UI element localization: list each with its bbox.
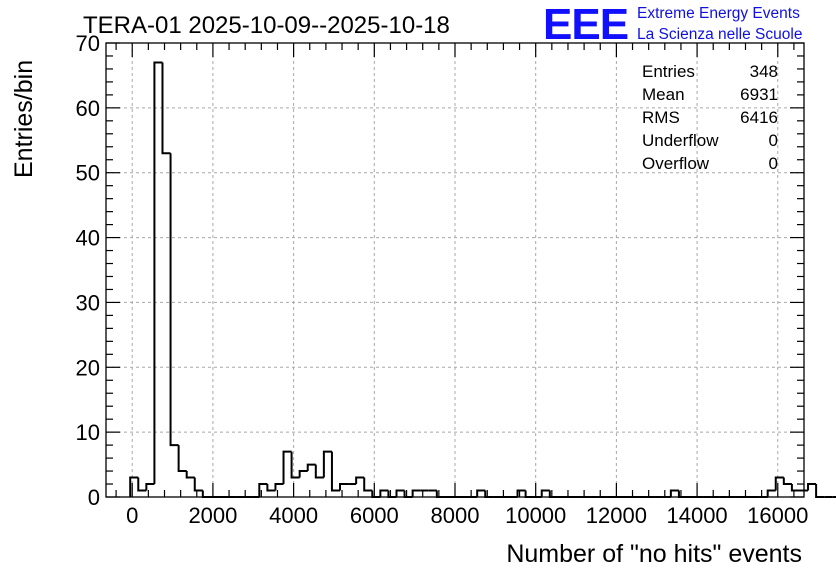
stats-label: Entries — [642, 62, 695, 81]
stats-value: 6931 — [740, 85, 778, 104]
stats-value: 348 — [750, 62, 778, 81]
histogram-bin — [274, 483, 284, 491]
grid-lines — [106, 43, 804, 497]
x-tick-label: 10000 — [505, 503, 566, 528]
stats-label: Overflow — [642, 154, 710, 173]
eee-logo-line1: Extreme Energy Events — [637, 5, 800, 22]
x-tick-label: 6000 — [350, 503, 399, 528]
x-tick-label: 0 — [126, 503, 138, 528]
x-tick-label: 8000 — [431, 503, 480, 528]
histogram-bin — [484, 490, 494, 498]
y-tick-label: 60 — [76, 96, 100, 121]
x-tick-label: 12000 — [586, 503, 647, 528]
histogram-bin — [177, 445, 187, 473]
y-tick-label: 70 — [76, 31, 100, 56]
eee-logo: EEE Extreme Energy Events La Scienza nel… — [543, 0, 802, 49]
histogram-bin — [322, 450, 332, 478]
y-tick-label: 30 — [76, 290, 100, 315]
tick-labels: 0 2000 4000 6000 8000 10000 12000 14000 16000010… — [76, 31, 809, 528]
histogram-bin — [815, 484, 825, 498]
x-tick-label: 16000 — [747, 503, 808, 528]
histogram-bin — [161, 62, 171, 155]
histogram-bin — [363, 477, 373, 492]
histogram-bin — [524, 490, 534, 498]
histogram-bin — [548, 490, 558, 498]
histogram-bin — [476, 489, 486, 497]
histogram-bin — [371, 490, 381, 498]
histogram-bin — [258, 483, 268, 497]
histogram-bin — [387, 490, 397, 498]
y-axis-label: Entries/bin — [10, 60, 38, 178]
x-tick-label: 14000 — [666, 503, 727, 528]
stats-value: 6416 — [740, 108, 778, 127]
stats-label: RMS — [642, 108, 680, 127]
histogram-bin — [766, 489, 776, 497]
stats-value: 0 — [769, 154, 778, 173]
stats-box: Entries 348 Mean 6931 RMS 6416 Underflow 0 Overf… — [642, 62, 778, 173]
histogram-bin — [790, 484, 800, 492]
histogram-bin — [282, 450, 292, 485]
histogram-bin — [540, 489, 550, 497]
histogram-bin — [266, 484, 276, 492]
stats-label: Underflow — [642, 131, 719, 150]
histogram-bin — [435, 490, 445, 498]
y-tick-label: 10 — [76, 420, 100, 445]
histogram-bin — [395, 489, 405, 497]
axis-ticks — [106, 42, 804, 498]
y-tick-label: 40 — [76, 226, 100, 251]
histogram-bin — [411, 489, 421, 497]
histogram-bin — [403, 490, 413, 498]
histogram-bin — [185, 471, 195, 479]
histogram-bin — [145, 483, 155, 491]
histogram-bin — [193, 477, 203, 492]
histogram-bin — [355, 476, 365, 485]
histogram-bin — [137, 477, 147, 492]
histogram-bin — [298, 470, 308, 478]
histogram-bin — [339, 483, 349, 491]
histogram-bin — [314, 464, 324, 479]
eee-logo-line2: La Scienza nelle Scuole — [637, 26, 802, 43]
histogram-bin — [516, 489, 526, 497]
histogram-bin — [290, 451, 300, 479]
x-tick-label: 2000 — [188, 503, 237, 528]
stats-value: 0 — [769, 131, 778, 150]
stats-label: Mean — [642, 85, 685, 104]
chart-title: TERA-01 2025-10-09--2025-10-18 — [83, 12, 450, 39]
y-tick-label: 20 — [76, 355, 100, 380]
histogram-bin — [677, 490, 687, 498]
histogram-bin — [153, 61, 163, 485]
x-tick-label: 4000 — [269, 503, 318, 528]
histogram-bin — [330, 451, 341, 492]
histogram-bin — [201, 490, 211, 498]
y-tick-label: 50 — [76, 161, 100, 186]
histogram-bin — [169, 153, 179, 447]
histogram-bin — [807, 483, 817, 491]
histogram-bin — [774, 476, 784, 491]
histogram-bin — [129, 476, 139, 497]
histogram-bin — [379, 489, 389, 497]
histogram-bin — [782, 477, 792, 486]
x-axis-label: Number of "no hits" events — [506, 540, 802, 568]
y-tick-label: 0 — [88, 485, 100, 510]
eee-logo-mark: EEE — [543, 0, 628, 49]
histogram-bin — [669, 489, 679, 497]
histogram-bin — [306, 463, 316, 472]
